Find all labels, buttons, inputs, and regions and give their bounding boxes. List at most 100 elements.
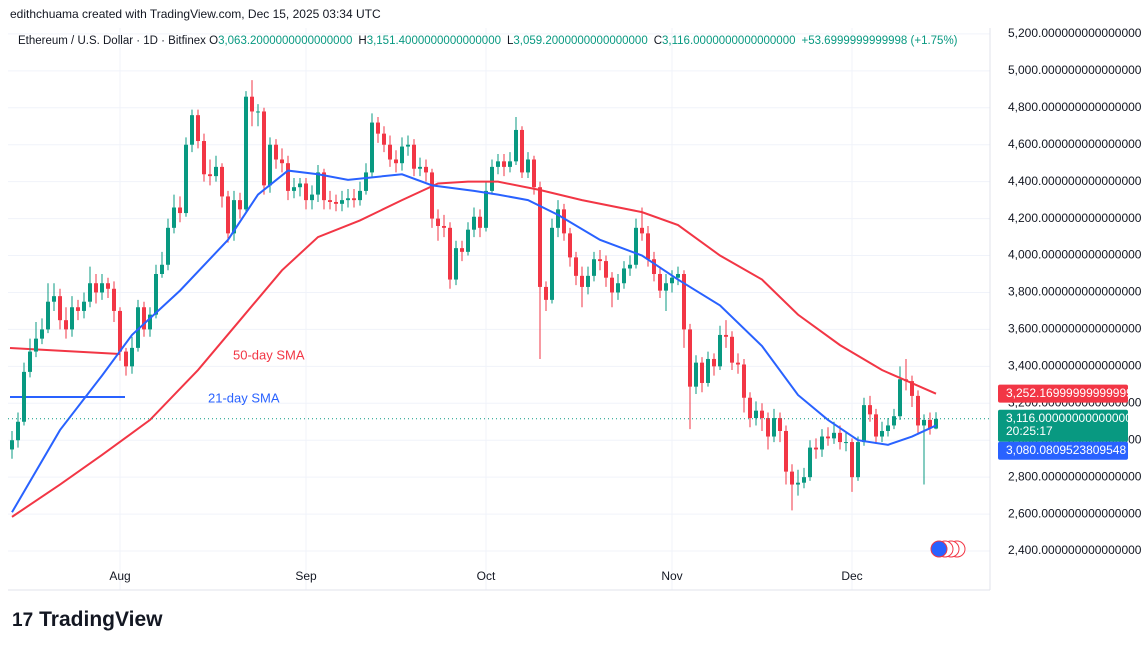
- ohlc-value: 3,059.2000000000000000: [513, 35, 648, 47]
- candle-body: [388, 144, 392, 160]
- candle-body: [730, 336, 734, 363]
- candle-body: [868, 405, 872, 415]
- x-tick-label: Nov: [661, 569, 682, 583]
- price-label: 3,252.1699999999999996: [1006, 386, 1142, 400]
- candle-body: [796, 482, 800, 485]
- candle-body: [166, 227, 170, 265]
- candle-body: [934, 418, 938, 429]
- y-tick-label: 4,200.0000000000000000: [1008, 211, 1142, 225]
- ohlc-value: 3,116.0000000000000000: [662, 35, 796, 47]
- candle-body: [160, 264, 164, 275]
- candle-body: [244, 96, 248, 210]
- candle-body: [286, 163, 290, 191]
- candle-body: [478, 216, 482, 228]
- candle-body: [784, 430, 788, 472]
- candle-body: [238, 200, 242, 210]
- candle-body: [178, 207, 182, 214]
- y-tick-label: 4,800.0000000000000000: [1008, 100, 1142, 114]
- candle-body: [910, 381, 914, 396]
- sma-line: [11, 180, 937, 518]
- x-tick-label: Oct: [477, 569, 496, 583]
- candle-body: [466, 229, 470, 252]
- price-label: 3,080.0809523809548: [1006, 443, 1126, 457]
- change: +53.6999999999998 (+1.75%): [801, 35, 958, 47]
- candle-body: [484, 190, 488, 228]
- candle-body: [502, 161, 506, 167]
- candle-body: [106, 283, 110, 289]
- candle-body: [220, 166, 224, 197]
- candle-body: [652, 259, 656, 275]
- y-tick-label: 2,400.0000000000000000: [1008, 543, 1142, 557]
- candle-body: [724, 334, 728, 337]
- candle-body: [76, 307, 80, 311]
- candle-body: [808, 447, 812, 478]
- candle-body: [658, 274, 662, 291]
- grid: [8, 28, 990, 590]
- candle-body: [256, 111, 260, 113]
- logo-text: TradingView: [39, 608, 163, 631]
- candle-body: [274, 144, 278, 160]
- logo-mark: 17: [12, 610, 34, 631]
- candle-body: [118, 310, 122, 352]
- candle-body: [520, 129, 524, 173]
- candle-body: [742, 364, 746, 398]
- candle-body: [58, 296, 62, 321]
- candle-body: [172, 207, 176, 228]
- candle-body: [208, 174, 212, 177]
- candle-body: [928, 419, 932, 429]
- sma-label: 50-day SMA: [233, 347, 305, 362]
- y-tick-label: 3,600.0000000000000000: [1008, 322, 1142, 336]
- price-box: [998, 384, 1128, 403]
- candle-body: [838, 432, 842, 443]
- candle-body: [310, 194, 314, 201]
- candle-body: [268, 144, 272, 186]
- event-icon[interactable]: [930, 540, 948, 558]
- candle-body: [712, 358, 716, 367]
- logo[interactable]: 17 TradingView: [12, 608, 162, 632]
- candle-body: [862, 405, 866, 443]
- candle-body: [250, 96, 254, 112]
- sma-label: 21-day SMA: [208, 390, 280, 405]
- candle-body: [400, 146, 404, 164]
- y-tick-label: 4,600.0000000000000000: [1008, 137, 1142, 151]
- candle-body: [922, 419, 926, 426]
- candle-body: [886, 425, 890, 431]
- candle-body: [334, 201, 338, 204]
- candle-body: [34, 338, 38, 352]
- candle-body: [682, 274, 686, 330]
- y-tick-label: 2,800.0000000000000000: [1008, 469, 1142, 483]
- candle-body: [916, 395, 920, 426]
- candle-body: [856, 442, 860, 478]
- candle-body: [634, 227, 638, 265]
- candle-body: [352, 198, 356, 201]
- candle-body: [814, 447, 818, 450]
- candle-body: [538, 187, 542, 287]
- candle-body: [586, 275, 590, 287]
- y-tick-label: 3,800.0000000000000000: [1008, 285, 1142, 299]
- candle-body: [670, 277, 674, 284]
- attribution: edithchuama created with TradingView.com…: [10, 7, 381, 21]
- candle-body: [142, 307, 146, 330]
- sma-line: [11, 169, 937, 513]
- candle-body: [340, 200, 344, 204]
- candle-body: [112, 288, 116, 311]
- candle-body: [10, 440, 14, 450]
- candle-body: [550, 227, 554, 300]
- candle-body: [898, 379, 902, 417]
- candle-body: [298, 183, 302, 188]
- candle-body: [226, 196, 230, 234]
- candle-body: [418, 166, 422, 169]
- price-box: [998, 441, 1128, 460]
- y-tick-label: 3,400.0000000000000000: [1008, 359, 1142, 373]
- candle-body: [718, 334, 722, 367]
- candle-body: [616, 283, 620, 293]
- candle-body: [802, 477, 806, 483]
- x-tick-label: Aug: [109, 569, 130, 583]
- candle-body: [574, 257, 578, 276]
- candle-body: [640, 227, 644, 234]
- candle-body: [442, 225, 446, 228]
- ohlc-values: O3,063.2000000000000000 H3,151.4000000000…: [209, 35, 801, 47]
- candle-body: [70, 307, 74, 330]
- ohlc-legend: Ethereum / U.S. Dollar · 1D · Bitfinex O…: [18, 35, 964, 47]
- candle-body: [280, 159, 284, 164]
